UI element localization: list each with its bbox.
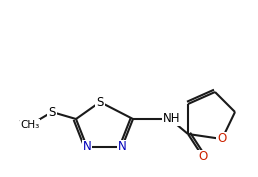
Text: S: S bbox=[96, 96, 104, 109]
Text: CH₃: CH₃ bbox=[20, 120, 40, 130]
Text: N: N bbox=[118, 141, 126, 153]
Text: O: O bbox=[198, 150, 208, 164]
Text: NH: NH bbox=[163, 113, 181, 125]
Text: N: N bbox=[83, 141, 91, 153]
Text: O: O bbox=[217, 133, 227, 145]
Text: S: S bbox=[48, 105, 56, 118]
